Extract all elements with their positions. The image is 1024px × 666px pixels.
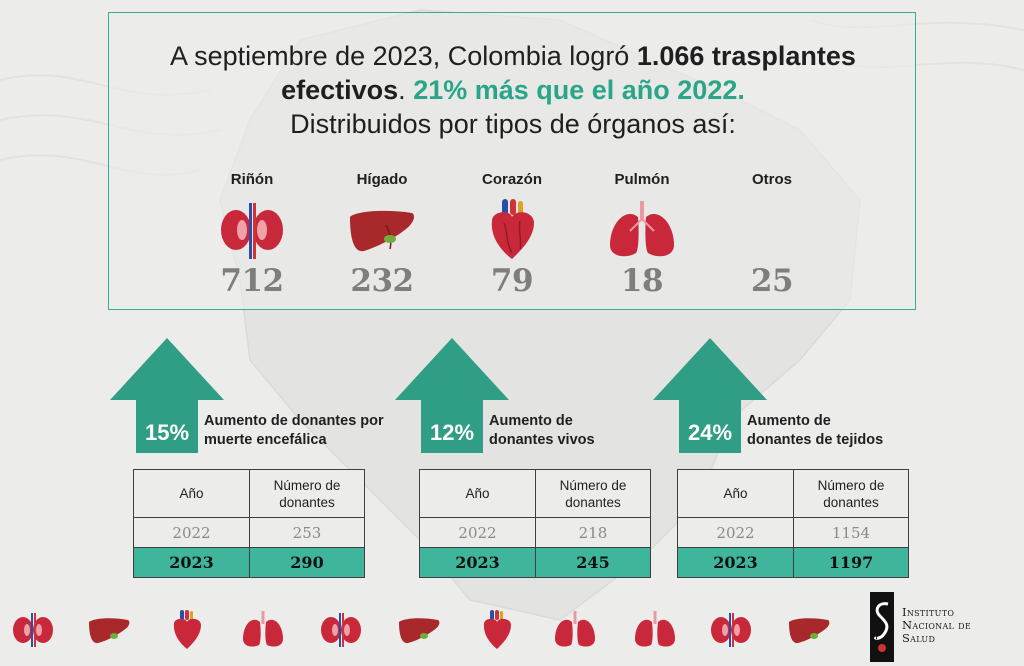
- liver-icon: [396, 610, 442, 650]
- organ-heart: Corazón 79: [457, 171, 567, 299]
- liver-icon: [86, 610, 132, 650]
- row-count: 290: [249, 547, 365, 578]
- row-count: 245: [535, 547, 651, 578]
- organ-count: 79: [490, 263, 534, 299]
- table-header-row: Año Número de donantes: [133, 469, 365, 518]
- row-count: 1197: [793, 547, 909, 578]
- increase-label: Aumento de donantes por muerte encefálic…: [204, 412, 404, 450]
- increase-label-line1: Aumento de donantes por: [204, 413, 384, 429]
- increase-label: Aumento de donantes vivos: [489, 412, 689, 450]
- summary-box: A septiembre de 2023, Colombia logró 1.0…: [108, 12, 916, 310]
- increase-tissue-donors: 24% Aumento de donantes de tejidos: [651, 338, 951, 453]
- organ-count: 232: [350, 263, 414, 299]
- others-blank: [717, 199, 827, 261]
- row-year: 2023: [419, 547, 536, 578]
- table-row: 2023 1197: [677, 547, 909, 578]
- logo-line3: Salud: [902, 631, 936, 645]
- col-count-header: Número de donantes: [793, 469, 909, 518]
- headline-efectivos: efectivos: [281, 75, 399, 105]
- organ-liver: Hígado 232: [327, 171, 437, 299]
- donors-table-tissue: Año Número de donantes 2022 1154 2023 119…: [677, 469, 909, 578]
- table-row: 2022 253: [133, 517, 365, 548]
- row-year: 2023: [133, 547, 250, 578]
- row-count: 1154: [793, 517, 909, 548]
- kidney-icon: [197, 199, 307, 261]
- lungs-icon: [587, 199, 697, 261]
- organ-name: Hígado: [356, 171, 408, 188]
- col-count-header: Número de donantes: [535, 469, 651, 518]
- organ-name: Corazón: [482, 171, 542, 188]
- increase-percent: 15%: [144, 420, 190, 445]
- row-count: 253: [249, 517, 365, 548]
- row-year: 2023: [677, 547, 794, 578]
- col-count-header: Número de donantes: [249, 469, 365, 518]
- table-row: 2023 290: [133, 547, 365, 578]
- bottom-organ-row: [0, 610, 860, 650]
- up-arrow-icon: [395, 338, 509, 453]
- logo-line1: Instituto: [902, 605, 955, 619]
- headline-line1-a: A septiembre de 2023, Colombia logró: [170, 41, 637, 71]
- increase-percent: 12%: [429, 420, 475, 445]
- lungs-icon: [240, 610, 286, 650]
- increase-label-line1: Aumento de: [489, 413, 573, 429]
- heart-icon: [164, 610, 210, 650]
- increase-percent: 24%: [687, 420, 733, 445]
- table-row: 2022 218: [419, 517, 651, 548]
- up-arrow-icon: [110, 338, 224, 453]
- col-year-header: Año: [133, 469, 250, 518]
- ins-logo-mark-icon: [870, 592, 894, 662]
- organ-kidney: Riñón 712: [197, 171, 307, 299]
- headline-line3: Distribuidos por tipos de órganos así:: [290, 109, 736, 139]
- ins-logo: Instituto Nacional de Salud: [870, 592, 1020, 662]
- increase-label: Aumento de donantes de tejidos: [747, 412, 947, 450]
- increase-living-donors: 12% Aumento de donantes vivos: [393, 338, 693, 453]
- increase-label-line1: Aumento de: [747, 413, 831, 429]
- liver-icon: [327, 199, 437, 261]
- lungs-icon: [632, 610, 678, 650]
- headline-total: 1.066 trasplantes: [636, 41, 856, 71]
- kidney-icon: [10, 610, 56, 650]
- row-year: 2022: [133, 517, 250, 548]
- logo-line2: Nacional de: [902, 618, 971, 632]
- organ-name: Riñón: [230, 171, 274, 188]
- table-header-row: Año Número de donantes: [419, 469, 651, 518]
- headline: A septiembre de 2023, Colombia logró 1.0…: [109, 39, 917, 141]
- heart-icon: [457, 199, 567, 261]
- increase-label-line2: muerte encefálica: [204, 432, 327, 448]
- up-arrow-icon: [653, 338, 767, 453]
- ins-logo-text: Instituto Nacional de Salud: [902, 606, 1018, 645]
- organ-count: 712: [220, 263, 284, 299]
- table-row: 2022 1154: [677, 517, 909, 548]
- table-header-row: Año Número de donantes: [677, 469, 909, 518]
- organ-name: Otros: [751, 171, 792, 188]
- donors-table-brain-death: Año Número de donantes 2022 253 2023 290: [133, 469, 365, 578]
- organ-lungs: Pulmón 18: [587, 171, 697, 299]
- organ-name: Pulmón: [614, 171, 670, 188]
- row-count: 218: [535, 517, 651, 548]
- increase-brain-death: 15% Aumento de donantes por muerte encef…: [108, 338, 408, 453]
- table-row: 2023 245: [419, 547, 651, 578]
- increase-label-line2: donantes de tejidos: [747, 432, 884, 448]
- organ-count: 25: [750, 263, 794, 299]
- organ-count: 18: [620, 263, 664, 299]
- organ-others: Otros 25: [717, 171, 827, 299]
- kidney-icon: [318, 610, 364, 650]
- row-year: 2022: [677, 517, 794, 548]
- increase-label-line2: donantes vivos: [489, 432, 595, 448]
- donors-table-living: Año Número de donantes 2022 218 2023 245: [419, 469, 651, 578]
- lungs-icon: [552, 610, 598, 650]
- heart-icon: [474, 610, 520, 650]
- row-year: 2022: [419, 517, 536, 548]
- headline-sep: .: [398, 75, 414, 105]
- col-year-header: Año: [419, 469, 536, 518]
- col-year-header: Año: [677, 469, 794, 518]
- liver-icon: [786, 610, 832, 650]
- headline-increase: 21% más que el año 2022.: [413, 75, 745, 105]
- kidney-icon: [708, 610, 754, 650]
